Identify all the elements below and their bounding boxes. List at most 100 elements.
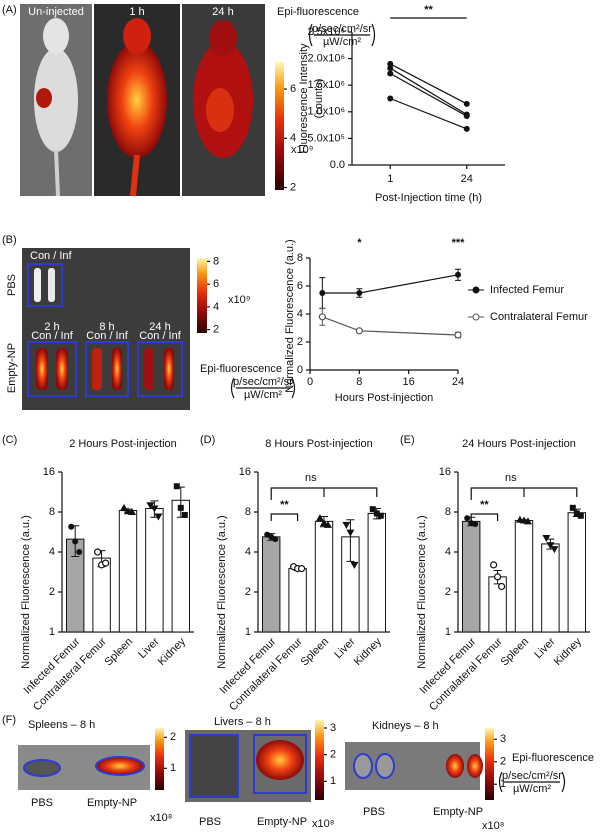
point xyxy=(524,517,532,525)
panel-label: (E) xyxy=(400,434,415,446)
error-bar xyxy=(346,519,355,562)
colorbar-units: p/sec/cm²/sr xyxy=(502,770,562,782)
colorbar-title: Epi-fluorescence xyxy=(277,6,359,18)
point xyxy=(319,290,326,296)
colorbar-tick-label: 4 xyxy=(213,301,219,313)
y-tick-label: 2 xyxy=(297,336,303,348)
image-label: 2 h xyxy=(44,321,59,333)
y-tick-label: 16 xyxy=(439,466,451,478)
panel-label: (F) xyxy=(2,714,16,726)
series-line xyxy=(322,316,459,336)
point xyxy=(542,534,551,542)
point xyxy=(490,561,498,569)
y-tick-label: 0 xyxy=(297,364,303,376)
x-tick-label: 1 xyxy=(387,173,393,185)
annotation: ** xyxy=(480,499,489,511)
colorbar-tick-label: 2 xyxy=(170,731,176,743)
image-label: Empty-NP xyxy=(433,806,483,818)
y-tick-label: 2.5x10⁶ xyxy=(307,26,345,38)
point xyxy=(387,60,394,67)
bar xyxy=(118,510,138,633)
colorbar-title: Epi-fluorescence xyxy=(512,752,594,764)
point xyxy=(120,503,128,511)
point xyxy=(463,100,470,107)
point xyxy=(546,542,555,550)
y-tick-label: 2 xyxy=(445,586,451,598)
colorbar-tick-label: 3 xyxy=(330,722,336,734)
bar xyxy=(367,512,387,633)
image-label: Con / Inf xyxy=(86,330,129,342)
series-line xyxy=(389,63,468,105)
y-tick-label: 1.0x10⁶ xyxy=(307,106,345,118)
colorbar-units: p/sec/cm²/sr xyxy=(312,23,372,35)
y-tick-label: 8 xyxy=(49,506,55,518)
colorbar xyxy=(155,728,164,790)
colorbar-multiplier: x10⁸ xyxy=(312,818,334,830)
point xyxy=(342,521,351,529)
image-label: Con / Inf xyxy=(31,330,74,342)
point xyxy=(387,70,394,77)
image-title: Livers – 8 h xyxy=(214,716,271,728)
annotation: ns xyxy=(505,472,517,484)
y-tick-label: 5.0x10⁵ xyxy=(307,132,345,144)
image-a xyxy=(20,4,265,197)
bar xyxy=(567,512,587,633)
panel-label: (A) xyxy=(2,4,17,16)
point xyxy=(387,95,394,102)
point xyxy=(494,573,502,581)
bar xyxy=(314,520,334,633)
y-tick-label: 8 xyxy=(297,252,303,264)
y-tick-label: 8 xyxy=(245,506,251,518)
colorbar-tick-label: 2 xyxy=(290,181,296,193)
legend-label: Contralateral Femur xyxy=(490,311,588,323)
y-tick-label: 6 xyxy=(297,280,303,292)
annotation: ** xyxy=(280,499,289,511)
point xyxy=(346,529,355,537)
colorbar-units: p/sec/cm²/sr xyxy=(233,376,293,388)
x-axis-label: Post-Injection time (h) xyxy=(375,192,482,204)
chart-title: 2 Hours Post-injection xyxy=(69,438,177,450)
y-tick-label: 4 xyxy=(49,546,55,558)
point xyxy=(373,510,380,517)
colorbar-tick-label: 1 xyxy=(170,762,176,774)
significance-bracket xyxy=(270,487,378,500)
x-tick-label: Kidney xyxy=(156,635,189,668)
series-line xyxy=(390,97,467,130)
x-tick-label: 24 xyxy=(452,376,464,388)
image-title: Kidneys – 8 h xyxy=(372,720,439,732)
legend-marker xyxy=(472,286,480,294)
image-b xyxy=(22,248,190,410)
bar xyxy=(288,568,307,633)
colorbar-tick-label: 2 xyxy=(500,756,506,768)
x-tick-label: 24 xyxy=(461,173,473,185)
colorbar-multiplier: x10⁸ xyxy=(482,820,504,832)
annotation: ** xyxy=(424,4,433,16)
point xyxy=(498,582,506,591)
colorbar-multiplier: x10⁸ xyxy=(150,812,172,824)
y-axis-label: Normalized Fluorescence (a.u.) xyxy=(416,515,428,668)
point xyxy=(150,505,159,513)
x-tick-label: 16 xyxy=(403,376,415,388)
chart-title: 24 Hours Post-injection xyxy=(462,438,576,450)
x-tick-label: Spleen xyxy=(298,636,331,669)
y-tick-label: 4 xyxy=(245,546,251,558)
x-tick-label: Spleen xyxy=(102,636,135,669)
image-label: Empty-NP xyxy=(87,797,137,809)
point xyxy=(320,519,328,527)
x-tick-label: 0 xyxy=(307,376,313,388)
point xyxy=(377,512,384,519)
y-tick-label: 2 xyxy=(245,586,251,598)
image-label: Un-injected xyxy=(28,6,84,18)
point xyxy=(472,520,479,527)
point xyxy=(68,523,75,530)
colorbar-tick-label: 8 xyxy=(213,255,219,267)
colorbar xyxy=(485,728,494,800)
point xyxy=(101,559,110,567)
point xyxy=(455,271,461,278)
point xyxy=(350,561,359,569)
colorbar-units: µW/cm² xyxy=(244,389,282,401)
colorbar-tick-label: 2 xyxy=(330,749,336,761)
point xyxy=(577,512,584,519)
point xyxy=(324,520,332,528)
